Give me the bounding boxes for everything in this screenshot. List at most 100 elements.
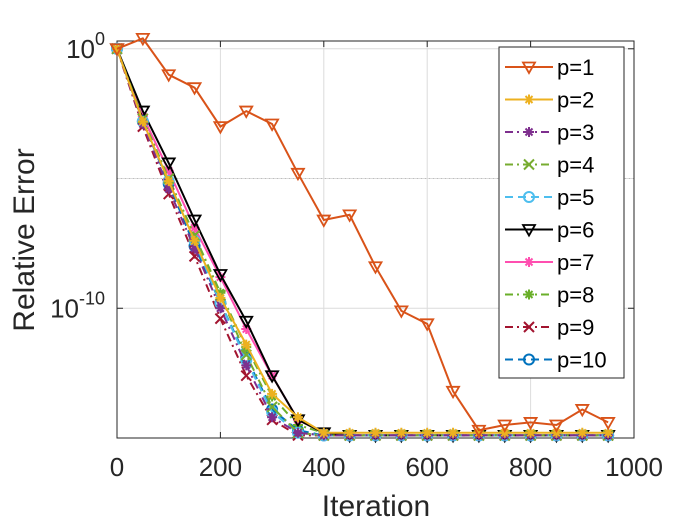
- data-point: [548, 419, 565, 433]
- data-point: [161, 69, 177, 83]
- data-point: [264, 370, 280, 384]
- data-point: [215, 292, 226, 303]
- x-axis-label: Iteration: [322, 490, 430, 523]
- legend-marker: [524, 127, 534, 137]
- data-point: [189, 235, 200, 246]
- data-point: [215, 272, 226, 283]
- data-point: [161, 157, 177, 171]
- x-tick-label: 400: [302, 452, 345, 482]
- data-point: [212, 269, 228, 283]
- data-point: [370, 427, 381, 438]
- legend-marker: [523, 191, 535, 203]
- y-tick-label: 100: [66, 29, 105, 64]
- legend-item: p=6: [505, 218, 594, 243]
- data-point: [241, 360, 252, 371]
- data-point: [396, 427, 407, 438]
- y-axis-label: Relative Error: [8, 148, 41, 331]
- data-point: [497, 419, 513, 433]
- data-point: [264, 118, 280, 132]
- legend-marker: [523, 321, 535, 333]
- legend-marker: [521, 61, 537, 75]
- legend-marker: [521, 224, 537, 238]
- data-point: [163, 176, 174, 187]
- legend-item: p=7: [505, 250, 594, 275]
- x-tick-label: 600: [406, 452, 449, 482]
- legend-marker: [523, 353, 535, 366]
- series-p=1: [109, 33, 616, 439]
- x-tick-label: 800: [509, 452, 552, 482]
- data-point: [574, 404, 590, 418]
- data-point: [135, 33, 151, 47]
- legend-label: p=8: [557, 283, 594, 308]
- legend-marker: [523, 158, 535, 171]
- legend-item: p=5: [505, 185, 594, 210]
- data-point: [267, 412, 278, 423]
- legend-item: p=2: [505, 88, 594, 113]
- data-point: [267, 388, 278, 399]
- legend-label: p=2: [557, 88, 594, 113]
- data-point: [344, 427, 355, 438]
- data-point: [525, 427, 536, 438]
- data-point: [215, 287, 226, 298]
- legend-marker: [524, 289, 534, 300]
- data-point: [577, 427, 588, 438]
- data-point: [238, 315, 254, 330]
- data-point: [290, 167, 306, 182]
- data-point: [186, 82, 203, 96]
- legend-item: p=3: [505, 120, 594, 145]
- series-line: [116, 37, 609, 432]
- data-point: [600, 417, 616, 431]
- legend-label: p=5: [557, 185, 594, 210]
- data-point: [215, 303, 226, 314]
- legend-item: p=1: [505, 55, 594, 80]
- legend-item: p=9: [505, 315, 594, 340]
- data-point: [471, 424, 487, 439]
- data-point: [316, 214, 332, 228]
- legend-label: p=3: [557, 120, 594, 145]
- legend-label: p=9: [557, 315, 594, 340]
- data-point: [137, 116, 148, 127]
- legend-marker: [524, 257, 534, 267]
- y-tick-label: 10-10: [50, 288, 105, 323]
- legend-item: p=8: [505, 283, 594, 308]
- data-point: [473, 427, 484, 438]
- data-point: [214, 312, 227, 325]
- legend-label: p=10: [557, 348, 607, 373]
- legend: p=1 p=2 p=3 p=4 p=5 p=6 p=7 p=8 p=9 p=10: [498, 46, 625, 379]
- x-tick-label: 200: [199, 452, 242, 482]
- data-point: [266, 401, 278, 413]
- legend-label: p=7: [557, 250, 594, 275]
- data-point: [393, 305, 409, 319]
- data-point: [342, 209, 358, 223]
- data-point: [238, 105, 254, 119]
- legend-label: p=4: [557, 153, 594, 178]
- data-point: [186, 214, 203, 228]
- x-tick-label: 0: [110, 452, 124, 482]
- data-point: [292, 427, 303, 438]
- x-tick-label: 1000: [605, 452, 663, 482]
- data-point: [445, 385, 461, 400]
- data-point: [109, 43, 125, 57]
- data-point: [241, 339, 252, 350]
- series-layer: [109, 33, 616, 444]
- legend-item: p=4: [505, 153, 594, 178]
- data-point: [448, 427, 459, 438]
- legend-marker: [524, 94, 534, 105]
- data-point: [318, 427, 329, 438]
- data-point: [292, 412, 303, 423]
- data-point: [419, 318, 435, 332]
- legend-item: p=10: [505, 348, 607, 373]
- data-point: [189, 243, 200, 254]
- data-point: [523, 417, 539, 431]
- data-point: [212, 121, 228, 135]
- axis-ticks: 0 200 400 600 800 1000 100 10-10: [50, 29, 663, 482]
- legend-label: p=6: [557, 218, 594, 243]
- data-point: [188, 250, 201, 263]
- legend-box: [498, 46, 625, 379]
- data-point: [603, 427, 614, 438]
- data-point: [422, 427, 433, 438]
- data-point: [163, 183, 174, 194]
- legend-label: p=1: [557, 55, 594, 80]
- data-point: [367, 261, 384, 275]
